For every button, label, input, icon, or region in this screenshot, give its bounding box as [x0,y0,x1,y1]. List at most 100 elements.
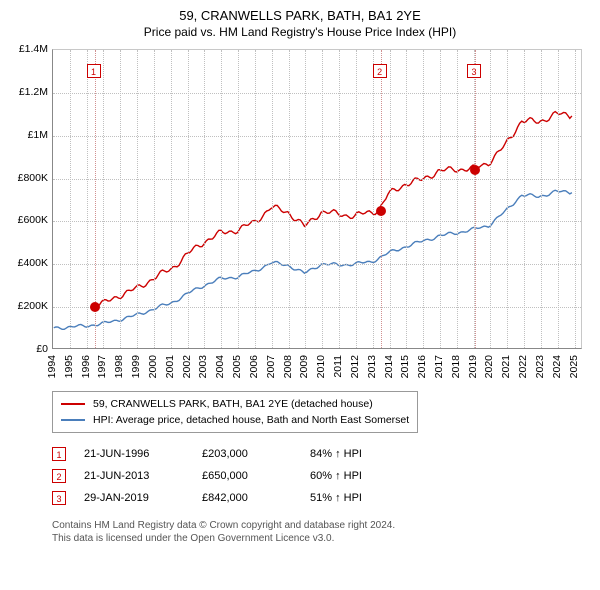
chart-container: 59, CRANWELLS PARK, BATH, BA1 2YE Price … [0,0,600,555]
marker-badge: 1 [87,64,101,78]
gridline-v [558,50,559,348]
gridline-h [53,136,581,137]
gridline-v [221,50,222,348]
x-tick-label: 1999 [130,355,142,378]
transaction-row: 121-JUN-1996£203,00084% ↑ HPI [52,443,590,465]
title-sub: Price paid vs. HM Land Registry's House … [10,25,590,39]
gridline-v [373,50,374,348]
footer-line-1: Contains HM Land Registry data © Crown c… [52,519,590,532]
marker-badge: 2 [373,64,387,78]
line-series [53,50,581,348]
gridline-v [541,50,542,348]
y-tick-label: £200K [10,300,48,312]
transaction-row: 2 21-JUN-2013 £650,000 60% ↑ HPI [52,465,590,487]
gridline-v [87,50,88,348]
transaction-badge: 2 [52,469,66,483]
gridline-v [188,50,189,348]
gridline-v [103,50,104,348]
x-tick-label: 2006 [248,355,260,378]
gridline-v [423,50,424,348]
transaction-point [470,165,480,175]
chart: £0£200K£400K£600K£800K£1M£1.2M£1.4M 123 … [10,45,590,385]
x-tick-label: 2016 [416,355,428,378]
gridline-v [70,50,71,348]
footer-line-2: This data is licensed under the Open Gov… [52,532,590,545]
transaction-price: £842,000 [202,492,292,504]
transaction-badge: 1 [52,447,66,461]
x-tick-label: 2020 [483,355,495,378]
gridline-v [390,50,391,348]
gridline-v [440,50,441,348]
gridline-h [53,179,581,180]
x-tick-label: 2012 [349,355,361,378]
y-tick-label: £0 [10,343,48,355]
x-tick-label: 2021 [500,355,512,378]
transaction-date: 21-JUN-2013 [84,470,184,482]
y-tick-label: £1.4M [10,43,48,55]
x-tick-label: 2017 [433,355,445,378]
x-tick-label: 1995 [63,355,75,378]
gridline-v [171,50,172,348]
transaction-point [90,302,100,312]
legend-label: 59, CRANWELLS PARK, BATH, BA1 2YE (detac… [93,398,373,410]
x-tick-label: 2009 [298,355,310,378]
x-tick-label: 2002 [181,355,193,378]
gridline-v [154,50,155,348]
transaction-vs-hpi: 60% ↑ HPI [310,470,420,482]
x-tick-label: 2007 [265,355,277,378]
gridline-v [305,50,306,348]
gridline-v [255,50,256,348]
x-tick-label: 2003 [197,355,209,378]
y-tick-label: £800K [10,172,48,184]
x-tick-label: 2010 [315,355,327,378]
title-block: 59, CRANWELLS PARK, BATH, BA1 2YE Price … [10,8,590,39]
gridline-v [204,50,205,348]
transaction-point [376,206,386,216]
x-tick-label: 2008 [282,355,294,378]
x-tick-label: 2001 [164,355,176,378]
marker-badge: 3 [467,64,481,78]
gridline-v [137,50,138,348]
y-tick-label: £600K [10,214,48,226]
transaction-badge: 3 [52,491,66,505]
y-tick-label: £1M [10,129,48,141]
x-tick-label: 2011 [332,355,344,378]
x-tick-label: 2013 [366,355,378,378]
marker-line [381,50,382,348]
gridline-v [406,50,407,348]
gridline-v [238,50,239,348]
legend-swatch [61,419,85,421]
gridline-v [507,50,508,348]
legend-row: 59, CRANWELLS PARK, BATH, BA1 2YE (detac… [61,396,409,412]
transaction-price: £650,000 [202,470,292,482]
gridline-v [339,50,340,348]
marker-line [475,50,476,348]
x-tick-label: 1998 [113,355,125,378]
x-tick-label: 2004 [214,355,226,378]
gridline-h [53,221,581,222]
legend: 59, CRANWELLS PARK, BATH, BA1 2YE (detac… [52,391,418,433]
legend-swatch [61,403,85,405]
x-tick-label: 2019 [467,355,479,378]
series-hpi [54,190,572,329]
x-tick-label: 2018 [450,355,462,378]
gridline-v [120,50,121,348]
transaction-row: 329-JAN-2019£842,00051% ↑ HPI [52,487,590,509]
x-tick-label: 1997 [96,355,108,378]
y-tick-label: £1.2M [10,86,48,98]
x-tick-label: 1996 [80,355,92,378]
x-tick-label: 2024 [551,355,563,378]
title-main: 59, CRANWELLS PARK, BATH, BA1 2YE [10,8,590,23]
x-tick-label: 2005 [231,355,243,378]
gridline-v [289,50,290,348]
gridline-v [490,50,491,348]
gridline-v [524,50,525,348]
series-subject [95,112,572,307]
gridline-v [356,50,357,348]
transaction-table: 121-JUN-1996£203,00084% ↑ HPI 2 21-JUN-201… [52,443,590,509]
attribution-footer: Contains HM Land Registry data © Crown c… [52,519,590,545]
x-tick-label: 2022 [517,355,529,378]
gridline-v [575,50,576,348]
y-tick-label: £400K [10,257,48,269]
x-tick-label: 2025 [568,355,580,378]
